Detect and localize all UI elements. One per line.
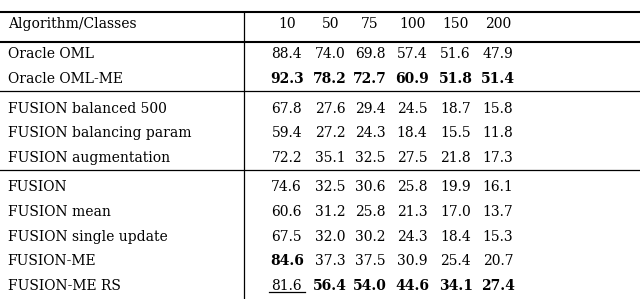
- Text: 18.4: 18.4: [397, 126, 428, 140]
- Text: 18.7: 18.7: [440, 102, 471, 115]
- Text: 150: 150: [442, 17, 469, 31]
- Text: FUSION balancing param: FUSION balancing param: [8, 126, 191, 140]
- Text: 35.1: 35.1: [315, 151, 346, 164]
- Text: 13.7: 13.7: [483, 205, 513, 219]
- Text: 25.8: 25.8: [397, 181, 428, 194]
- Text: 74.6: 74.6: [271, 181, 302, 194]
- Text: 27.6: 27.6: [315, 102, 346, 115]
- Text: 15.8: 15.8: [483, 102, 513, 115]
- Text: FUSION augmentation: FUSION augmentation: [8, 151, 170, 164]
- Text: 32.5: 32.5: [355, 151, 385, 164]
- Text: 20.7: 20.7: [483, 254, 513, 268]
- Text: FUSION-ME: FUSION-ME: [8, 254, 96, 268]
- Text: 19.9: 19.9: [440, 181, 471, 194]
- Text: 25.8: 25.8: [355, 205, 385, 219]
- Text: 88.4: 88.4: [271, 47, 302, 61]
- Text: 15.5: 15.5: [440, 126, 471, 140]
- Text: 60.6: 60.6: [271, 205, 302, 219]
- Text: FUSION: FUSION: [8, 181, 67, 194]
- Text: 10: 10: [278, 17, 296, 31]
- Text: 59.4: 59.4: [271, 126, 302, 140]
- Text: 67.5: 67.5: [271, 230, 302, 243]
- Text: 72.2: 72.2: [271, 151, 302, 164]
- Text: 81.6: 81.6: [271, 279, 302, 292]
- Text: 60.9: 60.9: [396, 72, 429, 86]
- Text: 25.4: 25.4: [440, 254, 471, 268]
- Text: 78.2: 78.2: [314, 72, 347, 86]
- Text: 51.6: 51.6: [440, 47, 471, 61]
- Text: 92.3: 92.3: [270, 72, 303, 86]
- Text: 30.6: 30.6: [355, 181, 385, 194]
- Text: 24.5: 24.5: [397, 102, 428, 115]
- Text: 21.3: 21.3: [397, 205, 428, 219]
- Text: 100: 100: [399, 17, 426, 31]
- Text: 84.6: 84.6: [270, 254, 303, 268]
- Text: 31.2: 31.2: [315, 205, 346, 219]
- Text: 27.5: 27.5: [397, 151, 428, 164]
- Text: Oracle OML: Oracle OML: [8, 47, 93, 61]
- Text: 11.8: 11.8: [483, 126, 513, 140]
- Text: 37.3: 37.3: [315, 254, 346, 268]
- Text: FUSION mean: FUSION mean: [8, 205, 111, 219]
- Text: 32.5: 32.5: [315, 181, 346, 194]
- Text: 72.7: 72.7: [353, 72, 387, 86]
- Text: 30.9: 30.9: [397, 254, 428, 268]
- Text: 27.2: 27.2: [315, 126, 346, 140]
- Text: 47.9: 47.9: [483, 47, 513, 61]
- Text: FUSION balanced 500: FUSION balanced 500: [8, 102, 166, 115]
- Text: 51.4: 51.4: [481, 72, 515, 86]
- Text: 16.1: 16.1: [483, 181, 513, 194]
- Text: 24.3: 24.3: [355, 126, 385, 140]
- Text: FUSION-ME RS: FUSION-ME RS: [8, 279, 120, 292]
- Text: 17.3: 17.3: [483, 151, 513, 164]
- Text: 57.4: 57.4: [397, 47, 428, 61]
- Text: 18.4: 18.4: [440, 230, 471, 243]
- Text: Algorithm/Classes: Algorithm/Classes: [8, 17, 136, 31]
- Text: 67.8: 67.8: [271, 102, 302, 115]
- Text: 56.4: 56.4: [314, 279, 347, 292]
- Text: Oracle OML-ME: Oracle OML-ME: [8, 72, 123, 86]
- Text: 51.8: 51.8: [439, 72, 472, 86]
- Text: 24.3: 24.3: [397, 230, 428, 243]
- Text: 37.5: 37.5: [355, 254, 385, 268]
- Text: 17.0: 17.0: [440, 205, 471, 219]
- Text: 27.4: 27.4: [481, 279, 515, 292]
- Text: FUSION single update: FUSION single update: [8, 230, 168, 243]
- Text: 75: 75: [361, 17, 379, 31]
- Text: 44.6: 44.6: [395, 279, 429, 292]
- Text: 50: 50: [321, 17, 339, 31]
- Text: 32.0: 32.0: [315, 230, 346, 243]
- Text: 34.1: 34.1: [438, 279, 473, 292]
- Text: 15.3: 15.3: [483, 230, 513, 243]
- Text: 21.8: 21.8: [440, 151, 471, 164]
- Text: 200: 200: [484, 17, 511, 31]
- Text: 74.0: 74.0: [315, 47, 346, 61]
- Text: 54.0: 54.0: [353, 279, 387, 292]
- Text: 69.8: 69.8: [355, 47, 385, 61]
- Text: 30.2: 30.2: [355, 230, 385, 243]
- Text: 29.4: 29.4: [355, 102, 385, 115]
